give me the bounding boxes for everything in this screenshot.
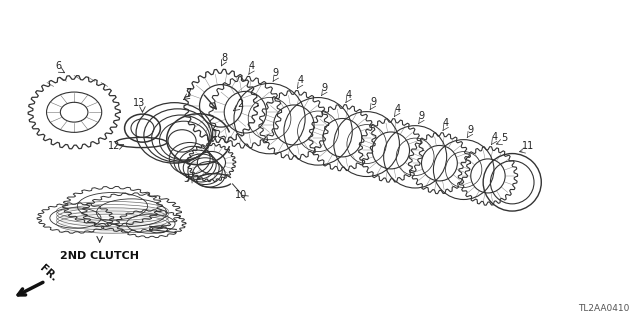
Text: 10: 10	[236, 190, 248, 200]
Text: 13: 13	[133, 99, 145, 108]
Text: 4: 4	[297, 76, 303, 85]
Text: 4: 4	[394, 104, 401, 114]
Text: 2: 2	[237, 100, 243, 109]
Text: 4: 4	[443, 118, 449, 128]
Text: 2ND CLUTCH: 2ND CLUTCH	[60, 251, 139, 261]
Text: 6: 6	[55, 61, 61, 71]
Text: 8: 8	[221, 53, 227, 63]
Text: 12: 12	[108, 141, 120, 151]
Text: TL2AA0410: TL2AA0410	[579, 304, 630, 313]
Text: 5: 5	[500, 133, 507, 143]
Text: 9: 9	[419, 111, 424, 121]
Text: 3: 3	[184, 174, 189, 184]
Text: 9: 9	[467, 124, 473, 135]
Text: 4: 4	[492, 132, 497, 141]
Text: 9: 9	[321, 83, 328, 92]
Text: 4: 4	[248, 61, 255, 71]
Text: 4: 4	[346, 90, 352, 100]
Text: 1: 1	[212, 129, 218, 139]
Text: 9: 9	[370, 97, 376, 107]
Text: 9: 9	[273, 68, 279, 78]
Text: 11: 11	[522, 141, 534, 151]
Text: FR.: FR.	[38, 263, 59, 283]
Text: 7: 7	[186, 88, 191, 98]
